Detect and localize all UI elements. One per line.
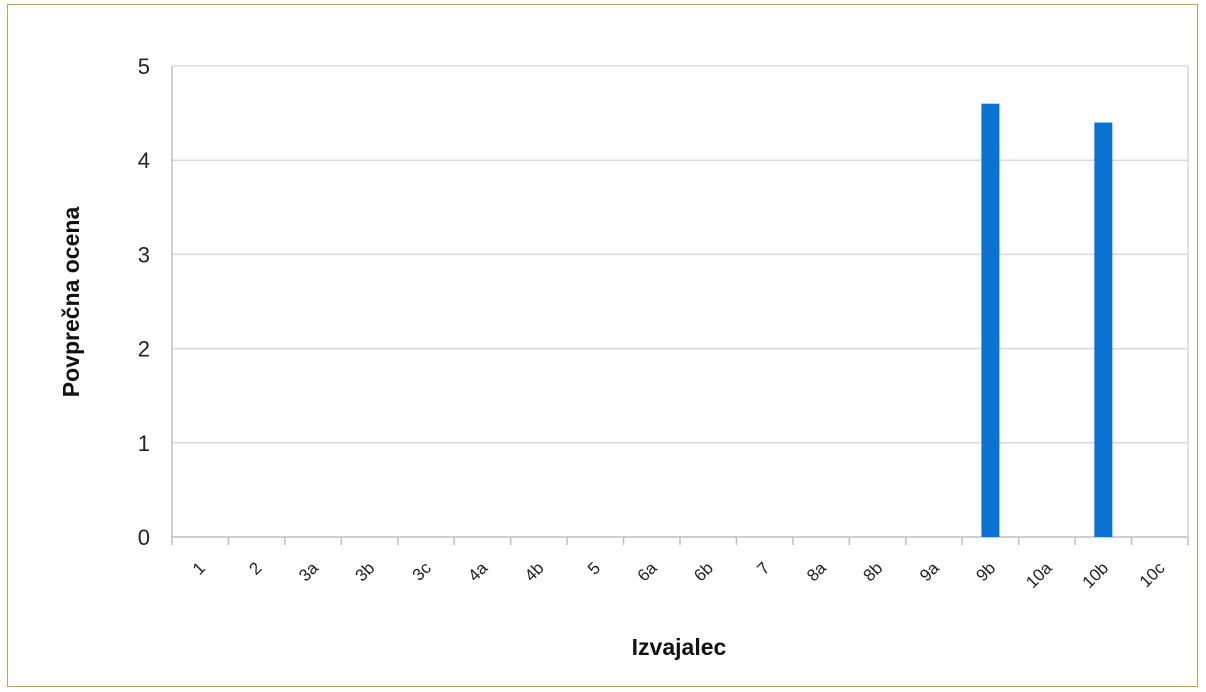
x-tick-label-4b: 4b xyxy=(521,558,548,585)
x-axis-title: Izvajalec xyxy=(632,634,727,660)
x-tick-label-8a: 8a xyxy=(803,558,830,585)
y-axis-title: Povprečna ocena xyxy=(58,207,84,398)
y-tick-label-0: 0 xyxy=(138,525,150,550)
x-tick-label-10a: 10a xyxy=(1022,558,1056,592)
chart-frame xyxy=(7,4,1198,687)
x-tick-label-8b: 8b xyxy=(860,558,887,585)
bar-10b xyxy=(1094,122,1113,538)
y-axis-tick-labels: 0 1 2 3 4 5 xyxy=(138,54,150,550)
x-tick-label-3a: 3a xyxy=(295,558,322,585)
x-tick-label-2: 2 xyxy=(245,558,265,578)
x-tick-label-9a: 9a xyxy=(916,558,943,585)
x-tick-label-1: 1 xyxy=(189,558,209,578)
x-tick-label-5: 5 xyxy=(584,558,604,578)
bar-9b xyxy=(981,103,1000,538)
y-tick-label-5: 5 xyxy=(138,54,150,79)
y-tick-label-2: 2 xyxy=(138,337,150,362)
bars xyxy=(981,103,1113,538)
x-tick-label-10b: 10b xyxy=(1079,558,1112,591)
y-tick-label-4: 4 xyxy=(138,148,150,173)
x-tick-label-6a: 6a xyxy=(634,558,661,585)
x-tick-label-3b: 3b xyxy=(352,558,379,585)
gridlines xyxy=(171,65,1189,545)
x-axis-tick-labels: 1 2 3a 3b 3c 4a 4b 5 6a 6b 7 8a 8b 9a 9b 10a 10b 10c xyxy=(189,558,1169,592)
x-tick-label-6b: 6b xyxy=(690,558,717,585)
x-tick-label-10c: 10c xyxy=(1136,558,1169,591)
x-tick-label-4a: 4a xyxy=(464,558,491,585)
x-tick-label-3c: 3c xyxy=(409,558,435,584)
x-tick-label-7: 7 xyxy=(753,558,773,578)
y-tick-label-1: 1 xyxy=(138,431,150,456)
x-tick-label-9b: 9b xyxy=(972,558,999,585)
y-tick-label-3: 3 xyxy=(138,242,150,267)
